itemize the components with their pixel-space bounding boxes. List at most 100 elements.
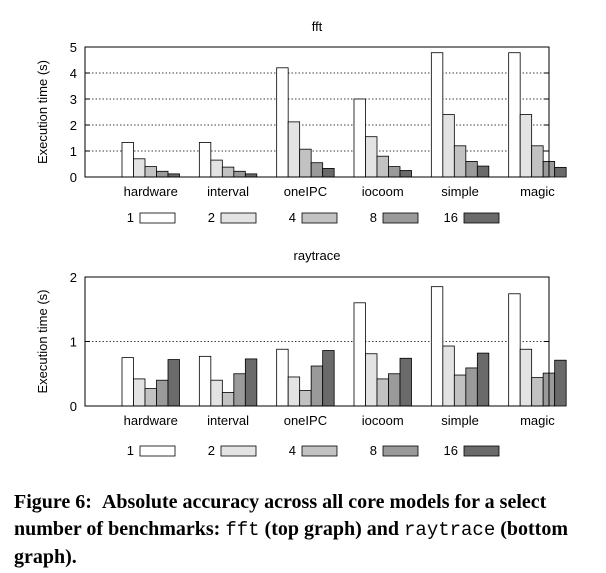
chart2-bar (519, 348, 533, 407)
chart1-y-tick-label: 5 (70, 40, 77, 55)
chart2-legend-label: 8 (370, 443, 377, 458)
chart1-legend-label: 4 (289, 210, 296, 225)
chart2-bar (476, 352, 490, 407)
chart2-bar (121, 357, 134, 407)
chart2-bar (233, 373, 246, 407)
chart2-bar (133, 378, 146, 407)
chart2-legend-swatch (382, 445, 419, 457)
chart2-bar (388, 373, 401, 407)
chart1-bar (465, 160, 478, 178)
chart1-legend-label: 1 (127, 210, 134, 225)
chart1-x-tick-label: simple (441, 184, 479, 199)
chart1-bar (210, 159, 223, 178)
chart2-x-tick-label: oneIPC (284, 413, 327, 428)
chart1-bar (299, 148, 312, 178)
chart2-legend-label: 2 (208, 443, 215, 458)
chart2-bar (167, 359, 180, 407)
chart1-legend-label: 16 (444, 210, 458, 225)
chart1-y-tick-label: 2 (70, 118, 77, 133)
chart1-plot-frame (84, 46, 550, 178)
chart1-bar (287, 121, 301, 178)
chart2-legend-swatch (301, 445, 338, 457)
chart2-bar (322, 350, 335, 407)
chart1-bar (198, 142, 212, 178)
chart1-y-tick-label: 4 (70, 66, 77, 81)
chart2-bar (442, 345, 455, 407)
chart1-bar (519, 114, 533, 178)
chart1-bar (221, 166, 235, 178)
chart2-bar (453, 374, 467, 407)
chart1-bar (508, 52, 521, 178)
chart1-bar (322, 168, 335, 178)
chart2-bar (508, 293, 521, 407)
chart1-bar (353, 98, 366, 178)
chart2-bar (276, 348, 289, 407)
chart1-bar (365, 136, 378, 178)
chart1-y-tick-label: 0 (70, 170, 77, 185)
chart1-legend-label: 8 (370, 210, 377, 225)
chart2-legend-swatch (139, 445, 176, 457)
chart2-legend-label: 1 (127, 443, 134, 458)
caption-text-2: (top graph) and (259, 518, 405, 540)
caption-text-3: (bottom graph). (14, 518, 568, 568)
chart2-bar (198, 355, 212, 407)
chart2-bar (465, 367, 478, 407)
chart1-bar (144, 166, 157, 178)
chart1-x-tick-label: oneIPC (284, 184, 327, 199)
chart2-bar (299, 390, 312, 407)
chart1-legend-label: 2 (208, 210, 215, 225)
chart1-x-tick-label: hardware (124, 184, 178, 199)
chart2-title: raytrace (294, 248, 341, 263)
chart2-x-tick-label: hardware (124, 413, 178, 428)
chart1-bar (233, 170, 246, 178)
chart1-y-tick-label: 1 (70, 144, 77, 159)
chart2-y-tick-label: 2 (70, 270, 77, 285)
chart2-bar (156, 379, 169, 407)
chart2-legend-swatch (220, 445, 257, 457)
chart1-y-axis-label: Execution time (s) (35, 60, 50, 164)
chart1-bar (531, 145, 544, 178)
chart2-bar (244, 358, 258, 407)
chart1-bar (388, 166, 401, 178)
chart1-bar (453, 145, 467, 178)
caption-label: Figure 6: (14, 491, 92, 513)
chart1-bar (310, 162, 324, 178)
chart2-bar (376, 378, 389, 407)
chart1-legend-swatch (139, 212, 176, 224)
chart2-legend-label: 16 (444, 443, 458, 458)
chart1-bar (476, 165, 490, 178)
chart2-y-tick-label: 1 (70, 335, 77, 350)
chart2-x-tick-label: iocoom (362, 413, 404, 428)
chart2-x-tick-label: interval (207, 413, 249, 428)
chart1-title: fft (312, 19, 323, 34)
chart2-bar (287, 376, 301, 407)
chart2-x-tick-label: simple (441, 413, 479, 428)
chart2-bar (353, 302, 366, 407)
chart2-bar (310, 365, 324, 407)
chart2-bar (531, 377, 544, 407)
chart1-x-tick-label: interval (207, 184, 249, 199)
chart2-bar (554, 359, 567, 407)
chart1-legend-swatch (382, 212, 419, 224)
chart1-bar (276, 67, 289, 178)
caption-bench-fft: fft (225, 519, 260, 541)
chart1-bar (442, 114, 455, 178)
chart2-y-axis-label: Execution time (s) (35, 289, 50, 393)
chart2-legend-swatch (463, 445, 500, 457)
chart1-x-tick-label: magic (520, 184, 555, 199)
chart2-bar (144, 388, 157, 407)
chart2-legend-label: 4 (289, 443, 296, 458)
figure-caption: Figure 6: Absolute accuracy across all c… (14, 489, 599, 571)
caption-text-1: Absolute accuracy across all core models… (14, 491, 547, 540)
chart1-bar (121, 142, 134, 178)
caption-bench-raytrace: raytrace (404, 519, 496, 541)
chart1-legend-swatch (220, 212, 257, 224)
chart1-bar (156, 170, 169, 178)
chart1-legend-swatch (463, 212, 500, 224)
chart2-bar (221, 392, 235, 407)
chart1-bar (376, 155, 389, 178)
chart2-bar (210, 379, 223, 407)
chart1-y-tick-label: 3 (70, 92, 77, 107)
chart1-bar (399, 170, 412, 178)
